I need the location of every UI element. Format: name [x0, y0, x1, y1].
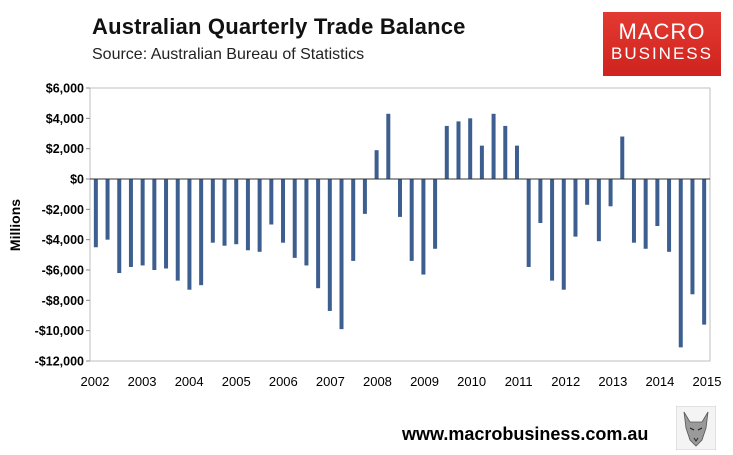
bar [690, 179, 695, 295]
bar [292, 179, 297, 258]
x-axis-ticks: 2002 2003 2004 2005 2006 2007 2008 2009 2010 2011… [81, 374, 722, 389]
x-tick-label: 2008 [363, 374, 392, 389]
logo-line-macro: MACRO [618, 19, 706, 44]
bar [257, 179, 262, 252]
x-tick-label: 2014 [645, 374, 674, 389]
bar [444, 125, 449, 179]
bar [479, 145, 484, 179]
y-tick-label: -$8,000 [42, 294, 84, 308]
bar [222, 179, 227, 246]
bar [538, 179, 543, 223]
bar [128, 179, 133, 267]
x-tick-label: 2010 [457, 374, 486, 389]
bar [93, 179, 98, 248]
bar [608, 179, 613, 207]
wolf-mascot-icon [676, 406, 716, 450]
bar [175, 179, 180, 281]
bar [421, 179, 426, 275]
y-tick-label: $2,000 [46, 142, 84, 156]
bar [503, 125, 508, 179]
bar [245, 179, 250, 251]
y-tick-label: -$2,000 [42, 203, 84, 217]
bar [316, 179, 321, 289]
x-tick-label: 2006 [269, 374, 298, 389]
bar [152, 179, 157, 270]
bar [433, 179, 438, 249]
bar [468, 118, 473, 179]
bar [550, 179, 555, 281]
bar [409, 179, 414, 261]
y-axis-ticks: $6,000 $4,000 $2,000 $0 -$2,000 -$4,000 -$6,00… [35, 82, 90, 369]
x-tick-label: 2015 [693, 374, 722, 389]
bar [210, 179, 215, 243]
bar [304, 179, 309, 266]
bar [164, 179, 169, 269]
bar [269, 179, 274, 225]
x-tick-label: 2002 [81, 374, 110, 389]
bar [339, 179, 344, 330]
bar [362, 179, 367, 214]
bar [281, 179, 286, 243]
x-tick-label: 2007 [316, 374, 345, 389]
bar [398, 179, 402, 217]
x-tick-label: 2013 [598, 374, 627, 389]
bar [526, 179, 531, 267]
x-tick-label: 2012 [551, 374, 580, 389]
x-tick-label: 2004 [175, 374, 204, 389]
bar [514, 145, 519, 179]
x-tick-label: 2009 [410, 374, 439, 389]
bar [678, 179, 683, 348]
bar [374, 150, 379, 179]
y-tick-label: -$10,000 [35, 324, 84, 338]
chart-subtitle: Source: Australian Bureau of Statistics [92, 46, 365, 63]
logo-line-business: BUSINESS [611, 44, 713, 63]
y-axis-label: Millions [7, 199, 23, 251]
bar [456, 121, 461, 179]
bar [643, 179, 648, 249]
bar [702, 179, 707, 325]
chart-title: Australian Quarterly Trade Balance [92, 14, 466, 39]
bar [105, 179, 110, 240]
plot-area [89, 87, 711, 362]
bar [386, 113, 391, 179]
y-tick-label: -$4,000 [42, 233, 84, 247]
bar [620, 136, 625, 179]
y-tick-label: -$12,000 [35, 355, 84, 369]
trade-balance-chart: $6,000 $4,000 $2,000 $0 -$2,000 -$4,000 -$6,00… [7, 82, 722, 390]
y-tick-label: $4,000 [46, 112, 84, 126]
bar [234, 179, 239, 245]
macro-business-logo: MACRO BUSINESS [603, 12, 721, 76]
bar [585, 179, 590, 205]
y-tick-label: -$6,000 [42, 264, 84, 278]
bar [327, 179, 332, 311]
bar [667, 179, 672, 252]
bar [140, 179, 145, 266]
x-tick-label: 2011 [505, 374, 533, 389]
x-tick-label: 2003 [128, 374, 157, 389]
bar [187, 179, 192, 290]
bar [351, 179, 356, 261]
bar [117, 179, 122, 274]
website-url[interactable]: www.macrobusiness.com.au [402, 424, 649, 444]
x-tick-label: 2005 [222, 374, 251, 389]
bar [655, 179, 660, 227]
bar [561, 179, 566, 290]
bar [596, 179, 601, 242]
bar [199, 179, 204, 286]
bar [631, 179, 636, 243]
bar-group [93, 113, 707, 348]
y-tick-label: $0 [70, 173, 84, 187]
bar [573, 179, 578, 237]
y-tick-label: $6,000 [46, 82, 84, 96]
bar [491, 113, 496, 179]
